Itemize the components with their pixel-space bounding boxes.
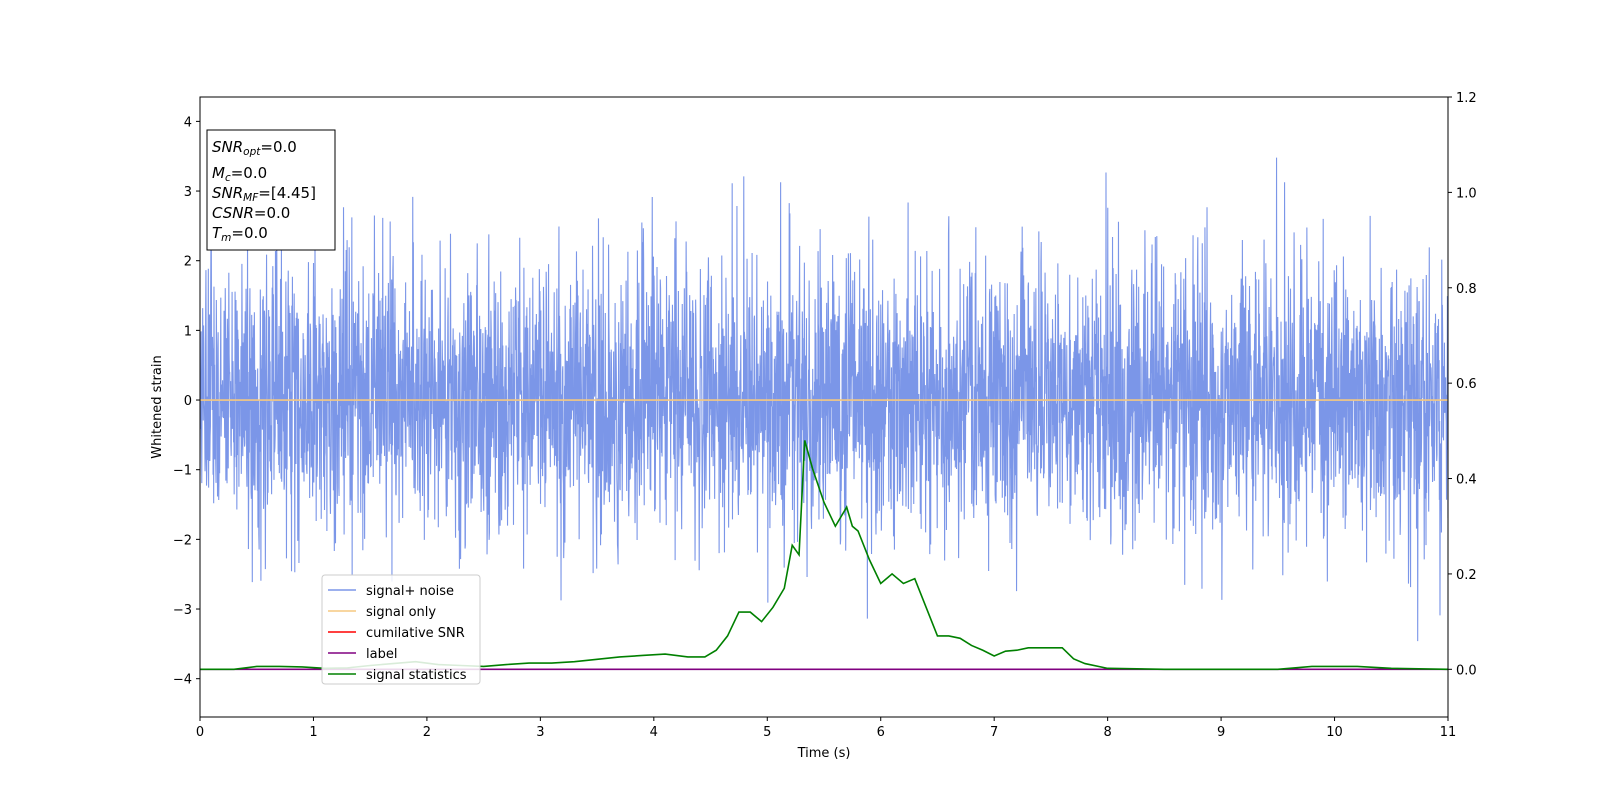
legend-label: signal+ noise bbox=[366, 584, 454, 599]
info-subscript: m bbox=[221, 232, 231, 244]
x-tick-label: 4 bbox=[650, 725, 658, 740]
y-tick-label: −4 bbox=[173, 673, 192, 688]
info-value: =0.0 bbox=[231, 164, 267, 182]
x-tick-label: 6 bbox=[877, 725, 885, 740]
y2-tick-label: 0.4 bbox=[1456, 473, 1477, 488]
info-subscript: MF bbox=[243, 192, 259, 204]
info-value: =0.0 bbox=[231, 224, 267, 242]
y-tick-label: 2 bbox=[184, 255, 192, 270]
x-tick-label: 7 bbox=[990, 725, 998, 740]
y-tick-label: 1 bbox=[184, 324, 192, 339]
x-tick-label: 5 bbox=[763, 725, 771, 740]
legend-label: cumilative SNR bbox=[366, 626, 465, 641]
info-line: CSNR=0.0 bbox=[212, 204, 290, 222]
legend: signal+ noise signal only cumilative SNR la… bbox=[321, 574, 481, 685]
x-tick-label: 10 bbox=[1326, 725, 1343, 740]
y2-tick-label: 0.0 bbox=[1456, 663, 1477, 678]
info-value: =0.0 bbox=[254, 204, 290, 222]
y-tick-label: 3 bbox=[184, 185, 192, 200]
legend-label: label bbox=[366, 647, 397, 662]
y-tick-label: −2 bbox=[173, 533, 192, 548]
legend-label: signal statistics bbox=[366, 668, 467, 683]
axis-ticks: 0 1 2 3 4 5 6 7 8 9 10 1143210−1−2−3−41.21.00.80.60… bbox=[173, 91, 1477, 740]
y-tick-label: 4 bbox=[184, 115, 192, 130]
y2-tick-label: 1.2 bbox=[1456, 91, 1477, 106]
info-symbol: SNR bbox=[212, 184, 243, 202]
info-symbol: CSNR bbox=[212, 204, 254, 222]
x-tick-label: 0 bbox=[196, 725, 204, 740]
info-line: Mc=0.0 bbox=[212, 164, 267, 184]
x-tick-label: 8 bbox=[1103, 725, 1111, 740]
x-axis-label: Time (s) bbox=[797, 746, 851, 761]
info-line: SNRopt=0.0 bbox=[212, 138, 297, 158]
x-tick-label: 1 bbox=[309, 725, 317, 740]
y2-tick-label: 0.6 bbox=[1456, 377, 1477, 392]
info-box: SNRopt=0.0Mc=0.0SNRMF=[4.45]CSNR=0.0Tm=0… bbox=[206, 129, 336, 251]
x-tick-label: 11 bbox=[1440, 725, 1457, 740]
info-subscript: opt bbox=[243, 146, 261, 158]
y2-tick-label: 0.2 bbox=[1456, 568, 1477, 583]
y2-tick-label: 0.8 bbox=[1456, 282, 1477, 297]
y-tick-label: −3 bbox=[173, 603, 192, 618]
axes-frame bbox=[199, 96, 1449, 718]
x-tick-label: 2 bbox=[423, 725, 431, 740]
info-line: Tm=0.0 bbox=[212, 224, 268, 244]
info-symbol: M bbox=[212, 164, 225, 182]
info-box-frame bbox=[206, 129, 336, 251]
info-value: =0.0 bbox=[260, 138, 296, 156]
x-tick-label: 9 bbox=[1217, 725, 1225, 740]
info-subscript: c bbox=[225, 172, 231, 184]
y-axis-label: Whitened strain bbox=[150, 355, 165, 458]
series-line-signal-noise bbox=[200, 157, 1448, 642]
info-value: =[4.45] bbox=[258, 184, 316, 202]
legend-frame bbox=[321, 574, 481, 685]
y2-tick-label: 1.0 bbox=[1456, 186, 1477, 201]
info-line: SNRMF=[4.45] bbox=[212, 184, 316, 204]
info-symbol: SNR bbox=[212, 138, 243, 156]
x-tick-label: 3 bbox=[536, 725, 544, 740]
y-tick-label: −1 bbox=[173, 464, 192, 479]
y-tick-label: 0 bbox=[184, 394, 192, 409]
legend-label: signal only bbox=[366, 605, 436, 620]
info-symbol: T bbox=[212, 224, 223, 242]
